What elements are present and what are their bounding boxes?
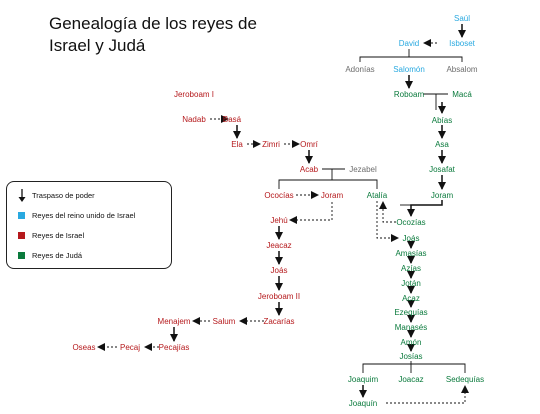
node-salomon: Salomón <box>393 65 425 74</box>
juda-swatch <box>18 252 25 259</box>
node-jotan: Jotán <box>401 279 421 288</box>
acab-children-bracket <box>278 179 378 189</box>
node-basa: Basá <box>223 115 242 124</box>
node-ococias-i: Ococías <box>264 191 293 200</box>
node-salum: Salum <box>213 317 236 326</box>
node-sedequias: Sedequías <box>446 375 484 384</box>
david-children-bracket <box>359 56 463 62</box>
node-joas-j: Joás <box>403 234 420 243</box>
node-josafat: Josafat <box>429 165 456 174</box>
node-amasias: Amasías <box>395 249 426 258</box>
node-omri: Omrí <box>300 140 319 149</box>
node-jehu: Jehú <box>270 216 287 225</box>
legend-transfer-label: Traspaso de poder <box>32 191 95 200</box>
atalia-to-joas <box>376 201 399 242</box>
node-joas-i: Joás <box>271 266 288 275</box>
josias-children-bracket <box>362 363 466 373</box>
node-jeroboam2: Jeroboam II <box>258 292 300 301</box>
legend: Traspaso de poder Reyes del reino unido … <box>6 181 172 269</box>
node-nadab: Nadab <box>182 115 206 124</box>
node-jeroboam: Jeroboam I <box>174 90 214 99</box>
ococias-to-atalia <box>379 201 396 223</box>
legend-juda-label: Reyes de Judá <box>32 251 83 260</box>
node-atalia: Atalía <box>367 191 388 200</box>
node-azias: Azías <box>401 264 421 273</box>
node-roboam: Roboam <box>394 90 425 99</box>
node-ela: Ela <box>231 140 243 149</box>
node-saul: Saúl <box>454 14 470 23</box>
israel-swatch <box>18 232 25 239</box>
node-adonias: Adonías <box>345 65 374 74</box>
node-absalom: Absalom <box>446 65 477 74</box>
node-joram-j: Joram <box>431 191 454 200</box>
node-abias: Abías <box>432 116 452 125</box>
node-ezequias: Ezequías <box>394 308 427 317</box>
node-zimri: Zimri <box>262 140 280 149</box>
node-jeacaz: Jeacaz <box>266 241 291 250</box>
node-joram-i: Joram <box>321 191 344 200</box>
joaquin-to-sedequias <box>386 385 469 404</box>
down-arrow-icon <box>18 189 26 202</box>
joram-to-ococias <box>407 200 443 217</box>
node-josias: Josías <box>399 352 422 361</box>
node-oseas: Oseas <box>72 343 95 352</box>
node-pecaj: Pecaj <box>120 343 140 352</box>
united-swatch <box>18 212 25 219</box>
diagram-title: Genealogía de los reyes de Israel y Judá <box>49 14 257 55</box>
node-menajem: Menajem <box>158 317 191 326</box>
node-amon: Amón <box>401 338 422 347</box>
node-maca: Macá <box>452 90 472 99</box>
king-labels: Saúl David Isboset Adonías Salomón Absalom Rob… <box>72 14 484 408</box>
joram-to-jehu <box>289 202 333 224</box>
node-pecajias: Pecajías <box>159 343 190 352</box>
node-isboset: Isboset <box>449 39 476 48</box>
node-joaquim: Joaquim <box>348 375 379 384</box>
node-asa: Asa <box>435 140 449 149</box>
node-ococias-j: Ocozías <box>396 218 425 227</box>
node-jezabel: Jezabel <box>349 165 377 174</box>
node-manases: Manasés <box>395 323 427 332</box>
node-joaquin: Joaquín <box>349 399 377 408</box>
legend-united-label: Reyes del reino unido de Israel <box>32 211 136 220</box>
node-acaz: Acaz <box>402 294 420 303</box>
legend-israel-label: Reyes de Israel <box>32 231 85 240</box>
node-acab: Acab <box>300 165 319 174</box>
node-joacaz: Joacaz <box>398 375 423 384</box>
node-david: David <box>399 39 419 48</box>
node-zacarias: Zacarías <box>263 317 294 326</box>
connection-lines <box>97 24 469 404</box>
